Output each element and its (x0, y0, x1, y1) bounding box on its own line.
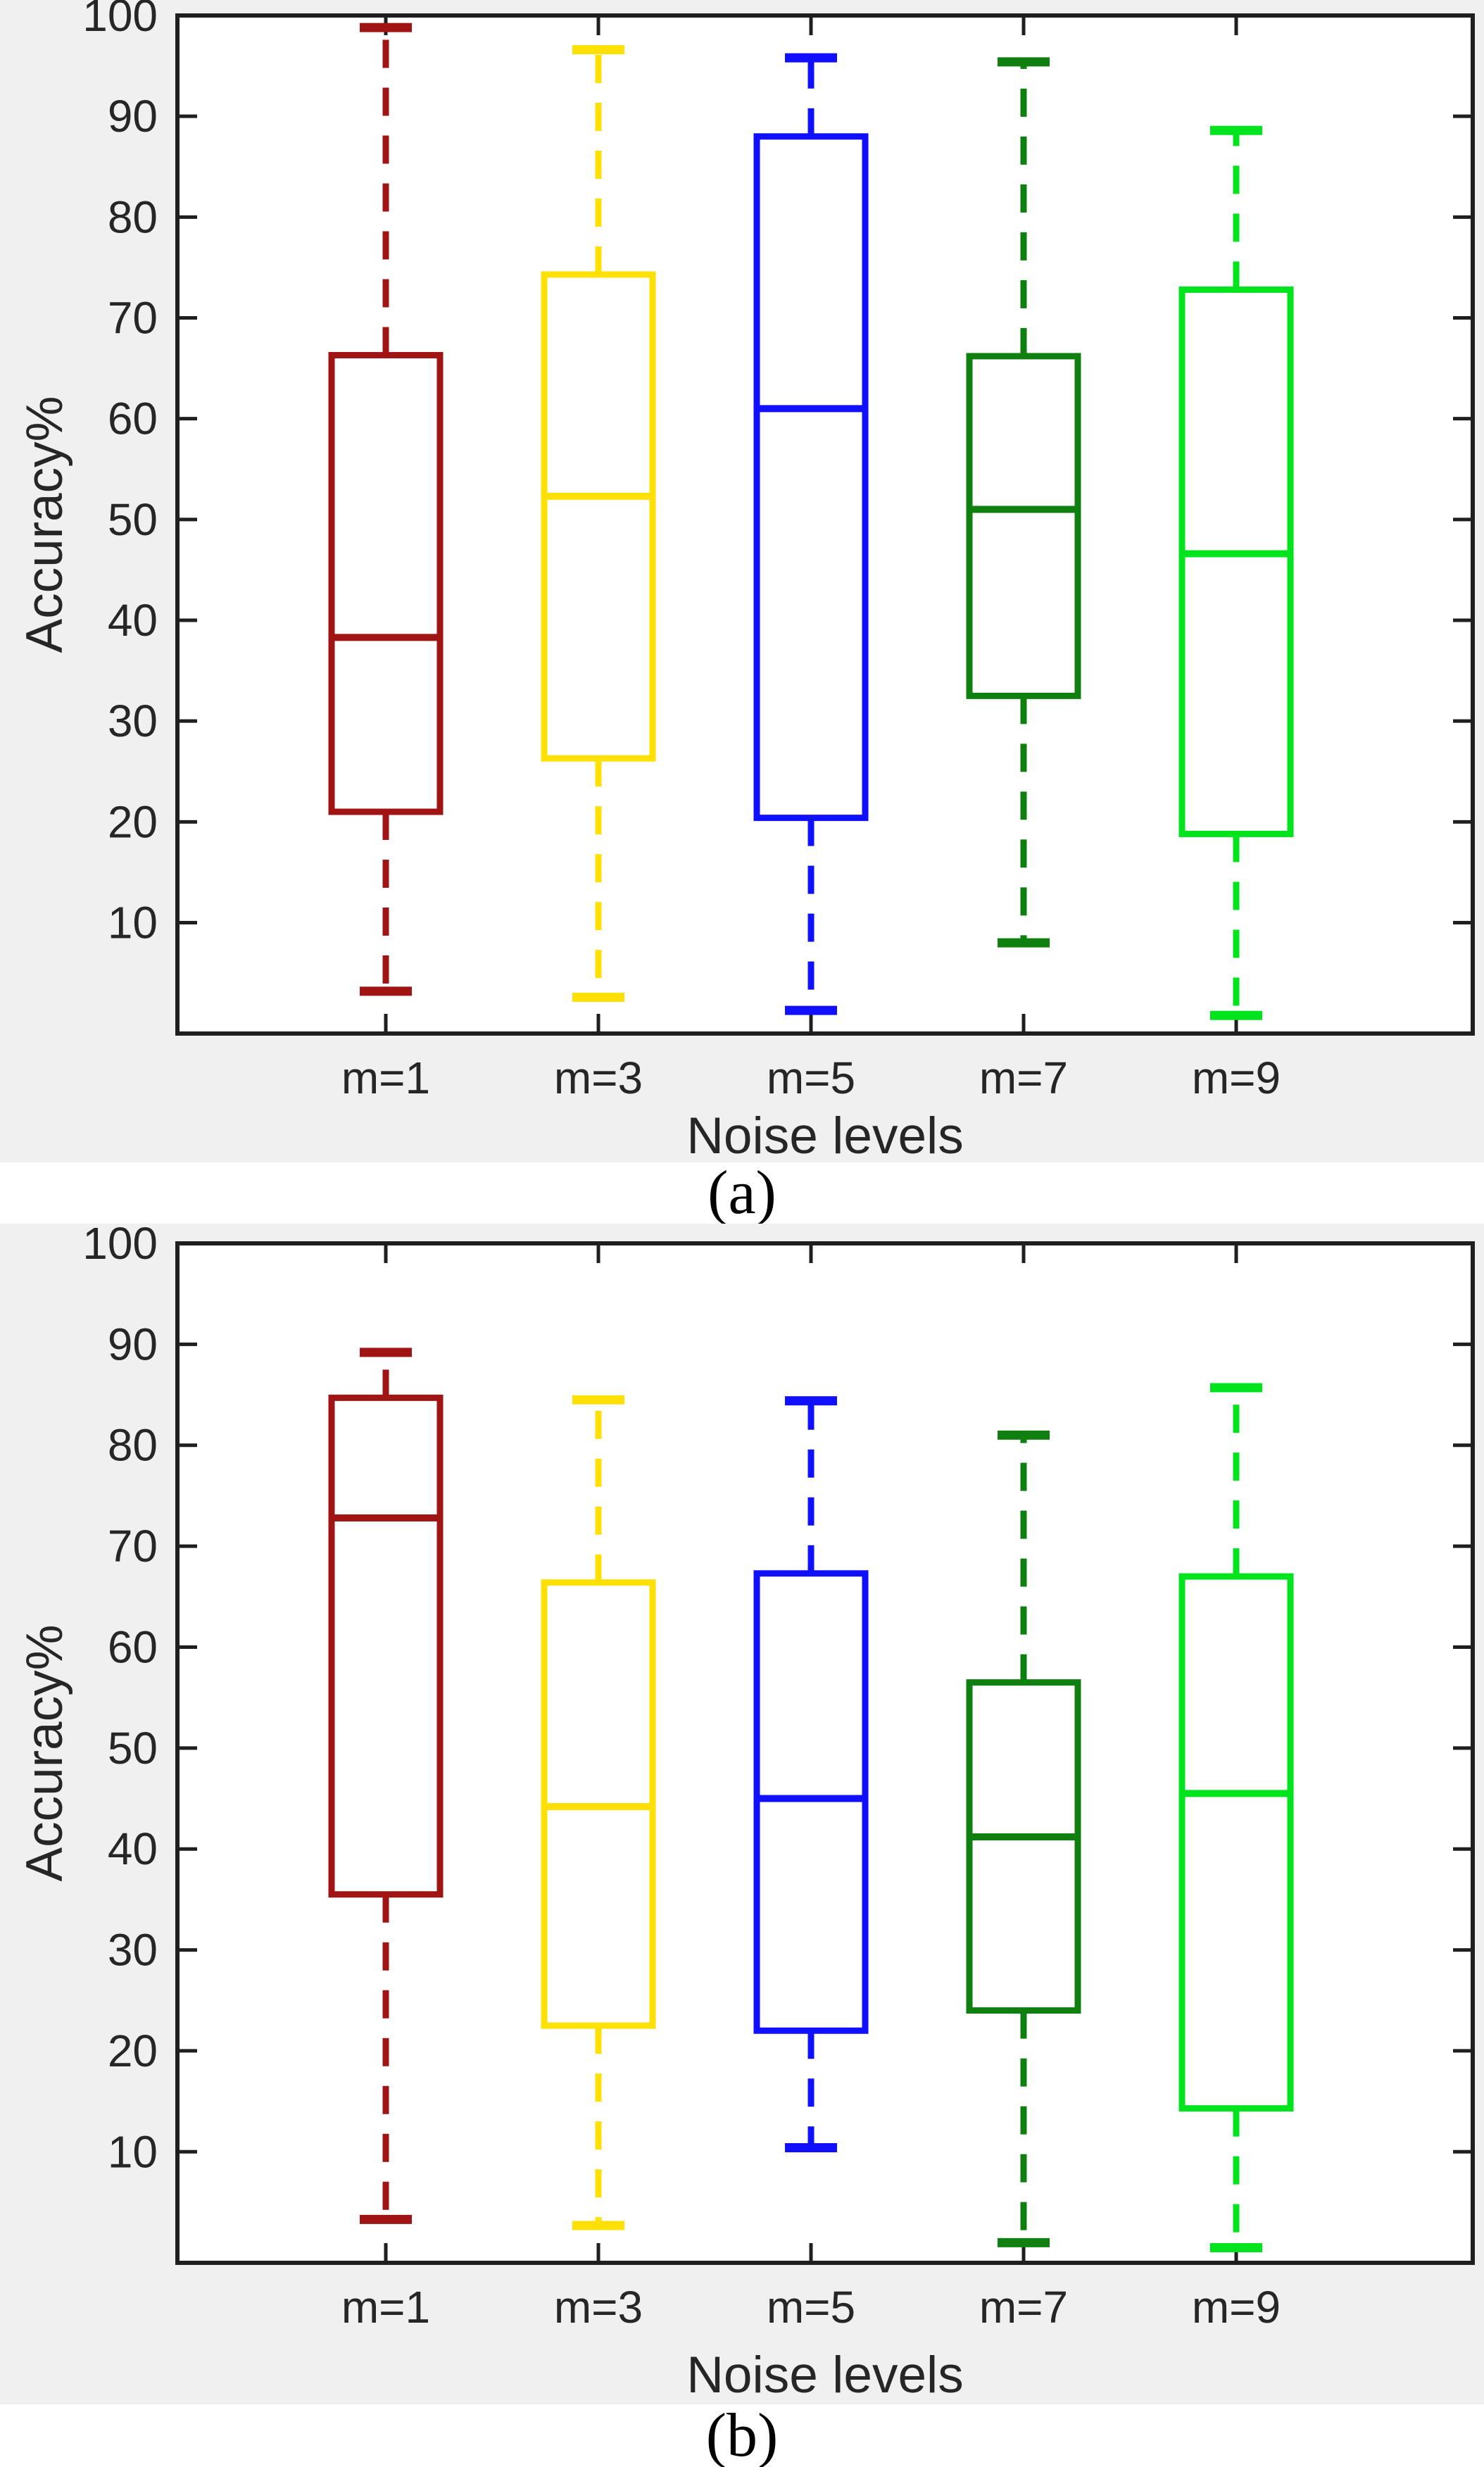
boxplot-m=7 (966, 57, 1081, 948)
boxplot-m=1 (328, 23, 444, 996)
y-tick-label: 60 (108, 394, 158, 444)
x-tick-label: m=7 (979, 2282, 1068, 2333)
x-tick-label: m=1 (341, 2282, 430, 2333)
y-tick-label: 80 (108, 192, 158, 242)
box-iqr (966, 1679, 1081, 2014)
x-axis-label-b: Noise levels (686, 2347, 964, 2404)
y-tick-label: 80 (108, 1420, 158, 1471)
boxplot-m=9 (1178, 1383, 1294, 2252)
y-tick-label: 20 (108, 2026, 158, 2076)
y-axis-label-a: Accuracy% (16, 396, 73, 653)
boxplot-m=3 (541, 45, 656, 1002)
y-tick-label: 90 (108, 91, 158, 142)
y-tick-label: 100 (82, 0, 158, 41)
y-tick-label: 90 (108, 1319, 158, 1369)
y-tick-label: 50 (108, 494, 158, 545)
x-tick-label: m=3 (554, 1053, 643, 1103)
y-axis-label-b: Accuracy% (16, 1624, 73, 1881)
boxplot-chart-a: 10 20 30 40 50 60 70 80 90 100 m=1 m=3 m=5 m=7 m=9 Acc… (16, 0, 1475, 1162)
box-iqr (1178, 1573, 1294, 2112)
y-tick-label: 30 (108, 1925, 158, 1976)
x-tick-label: m=5 (767, 2282, 855, 2333)
box-iqr (328, 1394, 444, 1898)
boxplot-m=1 (328, 1348, 444, 2224)
plot-frame (175, 13, 1475, 1036)
y-tick-label: 40 (108, 595, 158, 646)
boxplot-m=9 (1178, 125, 1294, 1020)
y-tick-label: 60 (108, 1621, 158, 1672)
figure-panel-a: 10 20 30 40 50 60 70 80 90 100 m=1 m=3 m=5 m=7 m=9 Acc… (0, 0, 1484, 1162)
plot-area-a: 10 20 30 40 50 60 70 80 90 100 m=1 m=3 m=5 m=7 m=9 (82, 0, 1475, 1103)
box-iqr (328, 351, 444, 815)
x-tick-label: m=5 (767, 1053, 855, 1103)
box-iqr (753, 133, 869, 822)
plot-area-b: 10 20 30 40 50 60 70 80 90 100 m=1 m=3 m=5 m=7 m=9 (82, 1224, 1475, 2333)
boxplot-m=3 (541, 1395, 656, 2230)
box-iqr (966, 353, 1081, 699)
y-tick-label: 10 (108, 2126, 158, 2177)
plot-frame (175, 1241, 1475, 2265)
y-tick-label: 70 (108, 293, 158, 344)
y-tick-label: 50 (108, 1723, 158, 1774)
box-iqr (541, 271, 656, 762)
boxplot-m=5 (753, 1396, 869, 2153)
box-iqr (1178, 286, 1294, 838)
x-tick-label: m=1 (341, 1053, 430, 1103)
x-tick-label: m=9 (1192, 2282, 1281, 2333)
x-tick-label: m=7 (979, 1053, 1068, 1103)
x-tick-label: m=9 (1192, 1053, 1281, 1103)
caption-b: (b) (0, 2402, 1484, 2467)
boxplot-m=5 (753, 53, 869, 1015)
y-tick-label: 70 (108, 1521, 158, 1571)
y-tick-label: 30 (108, 696, 158, 746)
boxplot-m=7 (966, 1430, 1081, 2247)
x-tick-label: m=3 (554, 2282, 643, 2333)
y-tick-label: 100 (82, 1224, 158, 1269)
boxplot-chart-b: 10 20 30 40 50 60 70 80 90 100 m=1 m=3 m=5 m=7 m=9 Acc… (16, 1224, 1475, 2404)
y-tick-label: 20 (108, 796, 158, 847)
figure-panel-b: 10 20 30 40 50 60 70 80 90 100 m=1 m=3 m=5 m=7 m=9 Acc… (0, 1224, 1484, 2404)
caption-a: (a) (0, 1159, 1484, 1227)
box-iqr (753, 1570, 869, 2034)
y-tick-label: 10 (108, 898, 158, 948)
x-axis-label-a: Noise levels (686, 1107, 964, 1162)
y-tick-label: 40 (108, 1823, 158, 1874)
